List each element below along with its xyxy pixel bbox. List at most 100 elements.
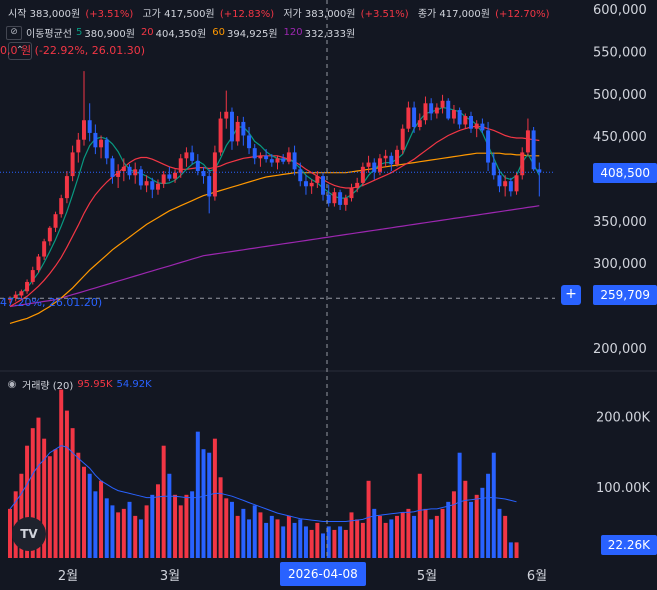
volume-bar <box>155 484 160 558</box>
low-price-badge: 259,709 <box>593 285 657 305</box>
volume-bar <box>412 515 417 558</box>
volume-bar <box>343 529 348 558</box>
ma120-line <box>9 205 540 308</box>
volume-bar <box>332 529 337 558</box>
volume-bar <box>446 501 451 558</box>
candle-body <box>25 281 30 292</box>
ma-legend[interactable]: ⊘ 이동평균선 5 380,900원 20 404,350원 60 394,92… <box>6 25 361 40</box>
volume-bar <box>286 515 291 558</box>
candle-body <box>110 158 115 177</box>
volume-bar <box>440 508 445 558</box>
candle-body <box>309 182 314 187</box>
candle-body <box>224 111 229 119</box>
volume-bar <box>53 449 58 558</box>
volume-ma-line <box>9 445 517 522</box>
candle-body <box>423 103 428 121</box>
volume-bar <box>469 501 474 558</box>
x-tick-label: 5월 <box>417 569 437 584</box>
candle-body <box>138 169 143 186</box>
candle-body <box>258 155 263 159</box>
open-label: 시작 <box>8 9 27 20</box>
candle-body <box>190 152 195 161</box>
candle-body <box>81 120 86 140</box>
candle-body <box>360 166 365 183</box>
volume-bar <box>138 519 143 558</box>
volume-bar <box>59 389 64 558</box>
candle-body <box>321 176 326 195</box>
candle-body <box>121 166 126 172</box>
candle-body <box>474 123 479 129</box>
candle-body <box>497 175 502 187</box>
volume-bar <box>144 505 149 558</box>
volume-bar <box>207 452 212 558</box>
candle-body <box>87 120 92 133</box>
volume-bar <box>190 491 195 558</box>
candle-body <box>19 291 24 296</box>
volume-bar <box>184 494 189 558</box>
candle-body <box>315 176 320 183</box>
price-tick-label: 350,000 <box>593 215 647 230</box>
volume-bar <box>486 473 491 558</box>
ma20-line <box>9 125 540 308</box>
open-value: 383,000원 <box>29 9 81 20</box>
candle-body <box>264 155 269 160</box>
moving-average-lines <box>9 106 540 324</box>
volume-bar <box>423 508 428 558</box>
x-tick-label: 6월 <box>527 569 547 584</box>
volume-bar <box>326 526 331 558</box>
volume-bar <box>64 410 69 558</box>
volume-bar <box>218 477 223 558</box>
volume-legend: ◉ 거래량 (20) 95.95K 54.92K <box>6 377 152 393</box>
volume-bar <box>173 494 178 558</box>
tradingview-logo[interactable]: TV <box>12 517 46 551</box>
volume-bar <box>212 438 217 558</box>
volume-bar <box>247 519 252 558</box>
candle-body <box>440 100 445 108</box>
low-label: 저가 <box>283 9 302 20</box>
candle-body <box>503 181 508 187</box>
current-price-badge: 408,500 <box>593 163 657 183</box>
candle-body <box>229 111 234 142</box>
candle-body <box>343 198 348 205</box>
candle-body <box>30 270 35 282</box>
candle-body <box>42 241 47 257</box>
volume-bar <box>116 512 121 558</box>
volume-bar <box>121 508 126 558</box>
eye-off-icon[interactable]: ⊘ <box>6 25 22 40</box>
ma-indicator-name: 이동평균선 <box>26 29 72 40</box>
candle-body <box>195 160 200 172</box>
candle-body <box>252 148 257 159</box>
low-price-marker: 47.20%, 26.01.20) <box>0 296 103 309</box>
candle-body <box>457 110 462 125</box>
candle-body <box>269 159 274 163</box>
volume-bar <box>133 515 138 558</box>
volume-badge: 22.26K <box>600 535 657 555</box>
collapse-legend-button[interactable]: ⌃ <box>8 42 32 60</box>
add-alert-button[interactable]: + <box>561 285 581 305</box>
candle-body <box>377 158 382 172</box>
eye-icon[interactable]: ◉ <box>7 378 17 390</box>
candle-body <box>247 135 252 149</box>
volume-bar <box>400 512 405 558</box>
volume-bar <box>70 428 75 558</box>
candle-body <box>491 162 496 176</box>
price-tick-label: 550,000 <box>593 45 647 60</box>
crosshair-overlay <box>0 0 555 560</box>
ma120-value: 332,333원 <box>304 29 356 40</box>
candle-body <box>372 162 377 172</box>
volume-bar <box>36 417 41 558</box>
volume-bar <box>480 487 485 558</box>
candle-body <box>144 181 149 186</box>
volume-bar <box>474 494 479 558</box>
candle-body <box>520 152 525 176</box>
price-tick-label: 200,000 <box>593 342 647 357</box>
close-pct: (+12.70%) <box>495 9 550 20</box>
candle-body <box>525 130 530 153</box>
candle-body <box>235 121 240 142</box>
volume-bar <box>195 431 200 558</box>
candle-body <box>446 100 451 119</box>
open-pct: (+3.51%) <box>85 9 134 20</box>
candle-body <box>400 128 405 150</box>
candle-body <box>64 176 69 199</box>
